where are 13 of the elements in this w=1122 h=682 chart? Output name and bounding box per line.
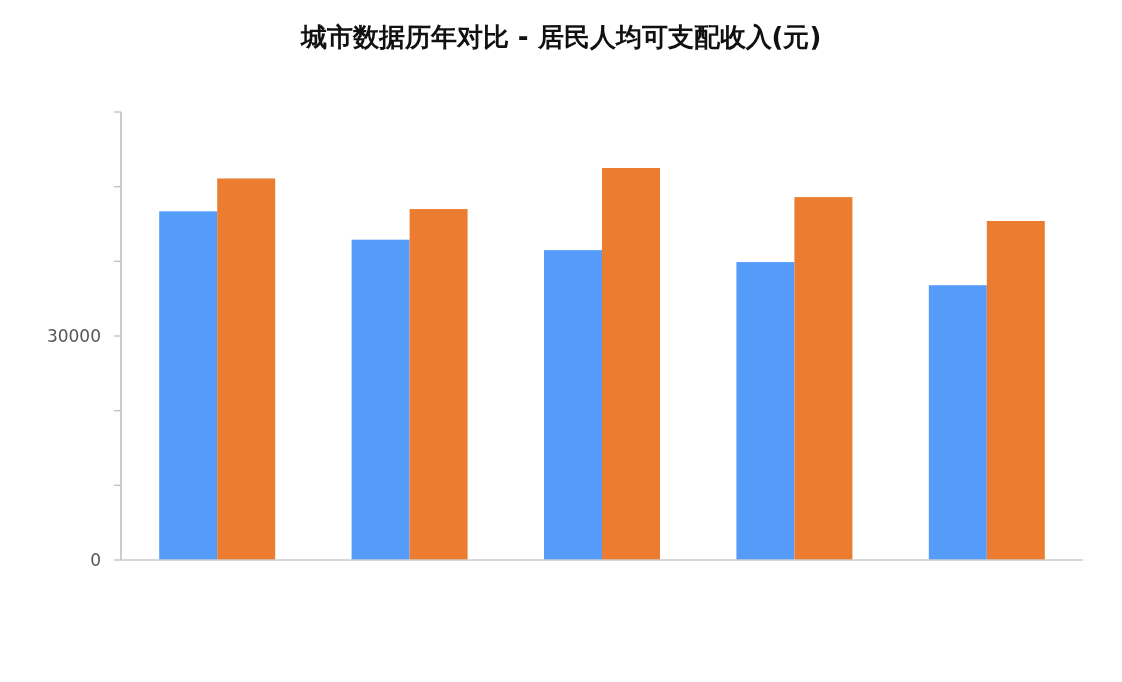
bar [928, 285, 987, 560]
bar [217, 178, 276, 560]
bar [794, 197, 853, 560]
bar [544, 250, 602, 560]
bar [159, 211, 218, 560]
bar [736, 262, 795, 560]
bar [409, 209, 468, 560]
chart-title: 城市数据历年对比 - 居民人均可支配收入(元) [299, 22, 822, 52]
y-tick-label: 0 [90, 550, 101, 570]
bar [351, 239, 410, 560]
bar [986, 221, 1045, 560]
y-tick-label: 30000 [46, 326, 101, 346]
bar [602, 168, 660, 560]
